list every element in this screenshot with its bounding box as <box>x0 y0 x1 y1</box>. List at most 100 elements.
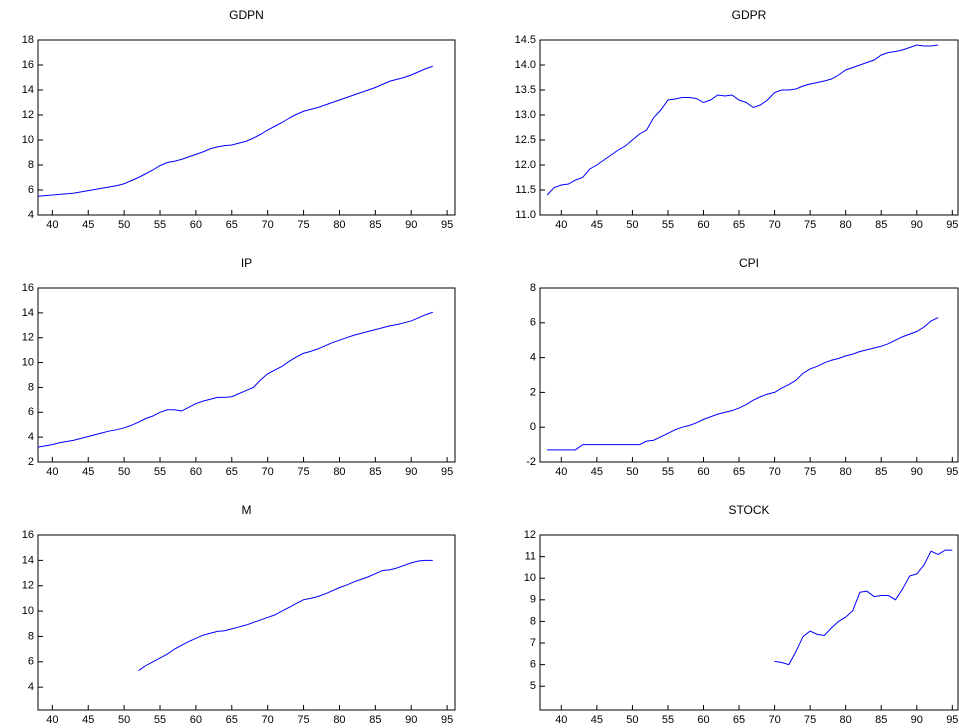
y-tick-label: 14.0 <box>515 59 536 71</box>
x-tick-label: 65 <box>226 219 238 231</box>
y-tick-label: 6 <box>28 184 34 196</box>
x-tick-label: 80 <box>840 219 852 231</box>
x-tick-label: 50 <box>118 466 130 478</box>
x-tick-label: 95 <box>946 714 958 726</box>
x-tick-label: 70 <box>262 714 274 726</box>
line <box>38 312 433 447</box>
y-tick-label: -2 <box>526 456 536 468</box>
plot-frame <box>540 535 958 710</box>
x-tick-label: 80 <box>333 466 345 478</box>
y-tick-label: 4 <box>530 352 536 364</box>
y-tick-label: 13.5 <box>515 84 536 96</box>
x-tick-label: 70 <box>262 466 274 478</box>
x-tick-label: 70 <box>768 219 780 231</box>
y-tick-label: 6 <box>530 317 536 329</box>
x-tick-label: 75 <box>804 714 816 726</box>
x-tick-label: 85 <box>369 219 381 231</box>
x-tick-label: 85 <box>875 466 887 478</box>
chart-title: GDPN <box>229 8 264 22</box>
plot-frame <box>540 40 958 215</box>
x-tick-label: 40 <box>555 219 567 231</box>
y-tick-label: 12 <box>22 109 34 121</box>
x-tick-label: 80 <box>840 466 852 478</box>
y-tick-label: 12.0 <box>515 159 536 171</box>
x-tick-label: 65 <box>733 714 745 726</box>
y-tick-label: 6 <box>28 406 34 418</box>
x-tick-label: 70 <box>262 219 274 231</box>
x-tick-label: 75 <box>804 219 816 231</box>
x-tick-label: 45 <box>82 714 94 726</box>
x-tick-label: 55 <box>154 466 166 478</box>
x-tick-label: 45 <box>591 714 603 726</box>
x-tick-label: 60 <box>190 219 202 231</box>
x-tick-label: 95 <box>441 714 453 726</box>
y-tick-label: 13.0 <box>515 109 536 121</box>
x-tick-label: 50 <box>118 714 130 726</box>
y-tick-label: 16 <box>22 529 34 541</box>
plot-frame <box>38 288 455 462</box>
line <box>38 66 433 196</box>
y-tick-label: 11.0 <box>515 209 536 221</box>
chart-title: IP <box>241 256 252 270</box>
y-tick-label: 12 <box>524 529 536 541</box>
x-tick-label: 75 <box>297 714 309 726</box>
y-tick-label: 9 <box>530 594 536 606</box>
x-tick-label: 85 <box>369 466 381 478</box>
y-tick-label: 6 <box>28 656 34 668</box>
x-tick-label: 60 <box>697 466 709 478</box>
x-tick-label: 45 <box>591 219 603 231</box>
x-tick-label: 55 <box>662 714 674 726</box>
line <box>547 318 938 450</box>
x-tick-label: 65 <box>733 466 745 478</box>
y-tick-label: 16 <box>22 282 34 294</box>
x-tick-label: 90 <box>911 466 923 478</box>
x-tick-label: 60 <box>697 219 709 231</box>
y-tick-label: 12 <box>22 332 34 344</box>
x-tick-label: 50 <box>626 466 638 478</box>
x-tick-label: 70 <box>768 714 780 726</box>
x-tick-label: 65 <box>226 714 238 726</box>
y-tick-label: 4 <box>28 431 34 443</box>
x-tick-label: 60 <box>697 714 709 726</box>
x-tick-label: 70 <box>768 466 780 478</box>
x-tick-label: 85 <box>875 219 887 231</box>
y-tick-label: 2 <box>530 386 536 398</box>
x-tick-label: 50 <box>626 714 638 726</box>
x-tick-label: 40 <box>555 714 567 726</box>
chart-title: CPI <box>739 256 759 270</box>
y-tick-label: 8 <box>530 615 536 627</box>
x-tick-label: 80 <box>333 219 345 231</box>
y-tick-label: 12 <box>22 580 34 592</box>
y-tick-label: 8 <box>28 630 34 642</box>
line <box>138 560 432 670</box>
x-tick-label: 75 <box>804 466 816 478</box>
x-tick-label: 95 <box>946 466 958 478</box>
y-tick-label: 10 <box>524 572 536 584</box>
y-tick-label: 14 <box>22 84 34 96</box>
x-tick-label: 95 <box>946 219 958 231</box>
line <box>775 550 953 665</box>
x-tick-label: 85 <box>875 714 887 726</box>
x-tick-label: 65 <box>226 466 238 478</box>
y-tick-label: 8 <box>530 282 536 294</box>
x-tick-label: 90 <box>405 466 417 478</box>
x-tick-label: 40 <box>555 466 567 478</box>
y-tick-label: 18 <box>22 34 34 46</box>
x-tick-label: 80 <box>333 714 345 726</box>
x-tick-label: 55 <box>662 466 674 478</box>
chart-grid: GDPN468101214161840455055606570758085909… <box>0 0 959 728</box>
y-tick-label: 4 <box>28 681 34 693</box>
x-tick-label: 80 <box>840 714 852 726</box>
y-tick-label: 8 <box>28 381 34 393</box>
plot-frame <box>38 535 455 710</box>
y-tick-label: 11.5 <box>515 184 536 196</box>
chart-title: STOCK <box>728 503 769 517</box>
x-tick-label: 45 <box>82 219 94 231</box>
plot-frame <box>540 288 958 462</box>
y-tick-label: 14 <box>22 554 34 566</box>
x-tick-label: 75 <box>297 219 309 231</box>
y-tick-label: 0 <box>530 421 536 433</box>
y-tick-label: 14 <box>22 307 34 319</box>
x-tick-label: 95 <box>441 219 453 231</box>
y-tick-label: 12.5 <box>515 134 536 146</box>
